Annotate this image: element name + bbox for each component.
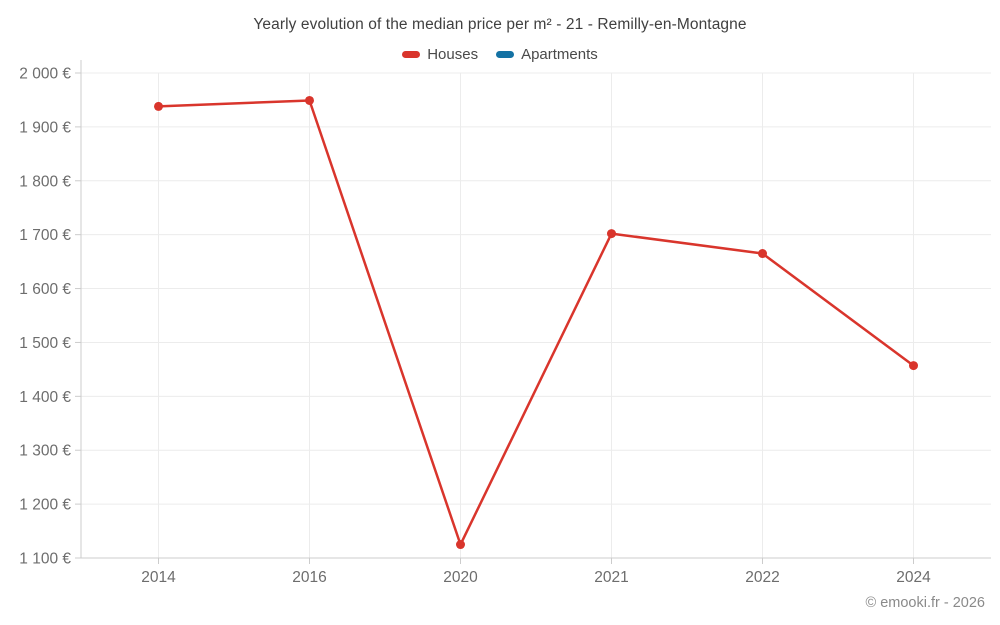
y-axis-label: 1 500 € (19, 335, 71, 352)
y-axis-label: 1 200 € (19, 497, 71, 514)
y-axis-label: 1 900 € (19, 119, 71, 136)
legend-label: Houses (427, 46, 479, 63)
legend-item-houses[interactable]: Houses (402, 46, 478, 63)
data-point-houses-2021[interactable] (607, 229, 616, 239)
legend-swatch-icon (402, 51, 421, 58)
x-axis-label: 2021 (594, 569, 628, 586)
data-point-houses-2014[interactable] (154, 101, 163, 111)
y-axis-label: 2 000 € (19, 66, 71, 83)
data-point-houses-2016[interactable] (305, 95, 314, 105)
data-point-houses-2022[interactable] (758, 249, 767, 259)
y-axis-label: 1 700 € (19, 227, 71, 244)
footer-credit: © emooki.fr - 2026 (865, 595, 985, 611)
series-line-houses (157, 99, 915, 546)
x-axis-label: 2020 (443, 569, 478, 586)
legend-item-apartments[interactable]: Apartments (496, 46, 598, 63)
x-axis-label: 2014 (141, 569, 176, 586)
chart-legend: Houses Apartments (0, 46, 1000, 63)
data-point-houses-2024[interactable] (909, 361, 918, 371)
y-axis-label: 1 100 € (19, 551, 71, 568)
x-axis-label: 2016 (292, 569, 326, 586)
y-axis-label: 1 800 € (19, 173, 71, 190)
y-axis-label: 1 300 € (19, 443, 71, 460)
x-axis-label: 2024 (896, 569, 931, 586)
data-point-houses-2020[interactable] (456, 540, 465, 550)
y-axis-label: 1 600 € (19, 281, 71, 298)
x-axis-label: 2022 (745, 569, 779, 586)
legend-label: Apartments (521, 46, 598, 63)
legend-swatch-icon (496, 51, 515, 58)
y-axis-label: 1 400 € (19, 389, 71, 406)
chart-title: Yearly evolution of the median price per… (253, 16, 747, 33)
